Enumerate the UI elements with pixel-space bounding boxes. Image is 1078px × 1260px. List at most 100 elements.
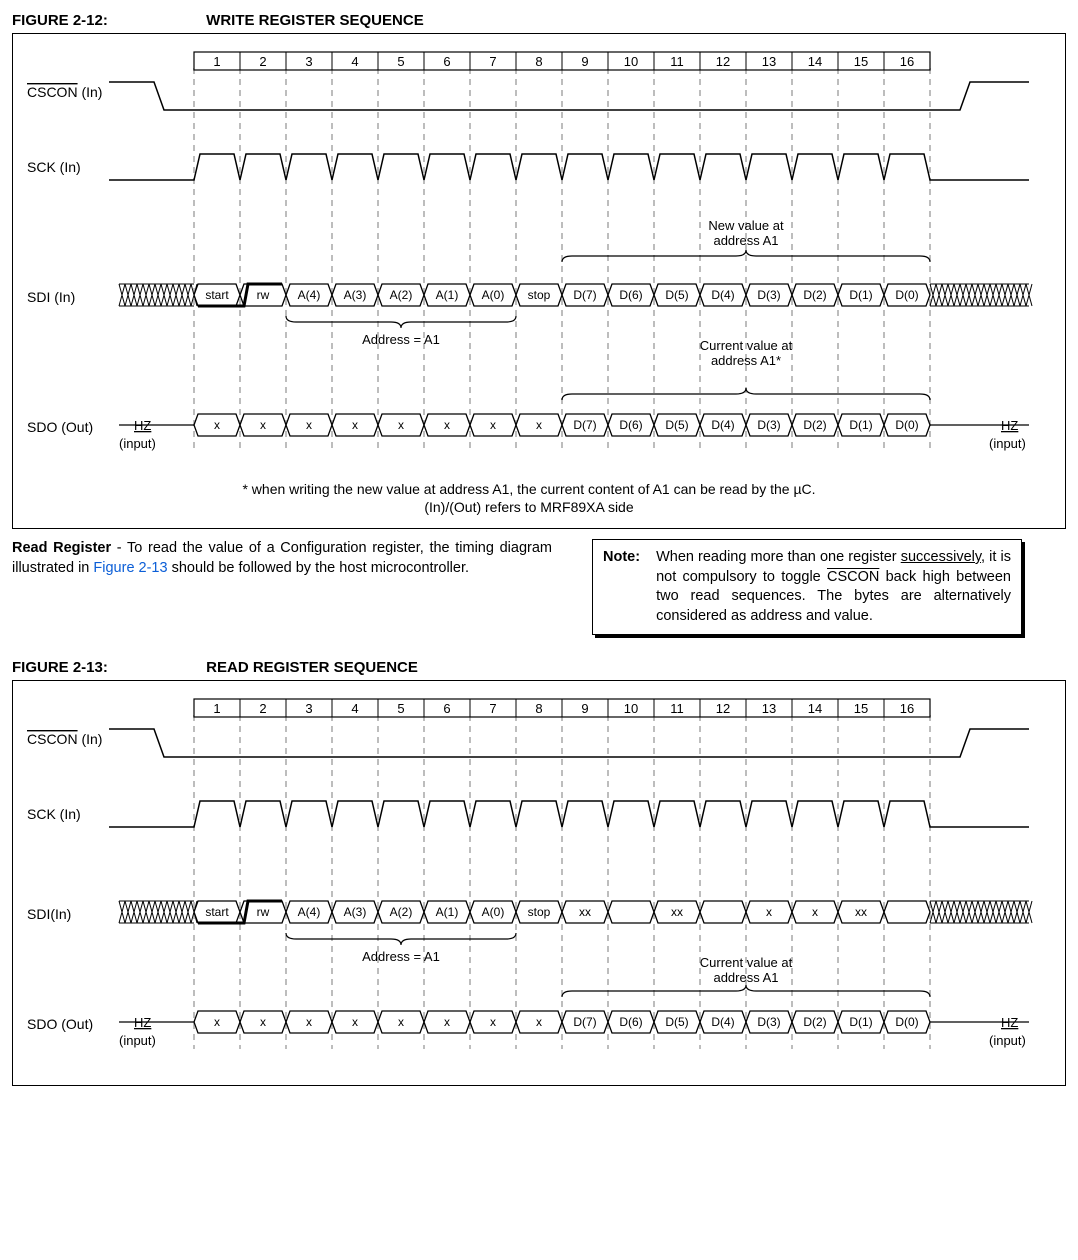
svg-text:D(7): D(7) [573, 1015, 596, 1029]
svg-text:A(2): A(2) [390, 288, 413, 302]
svg-text:9: 9 [581, 54, 588, 69]
svg-text:* when writing the new value a: * when writing the new value at address … [242, 481, 815, 497]
svg-text:D(1): D(1) [849, 288, 872, 302]
svg-text:D(0): D(0) [895, 288, 918, 302]
svg-text:D(6): D(6) [619, 418, 642, 432]
svg-text:4: 4 [351, 54, 358, 69]
svg-text:13: 13 [762, 701, 776, 716]
svg-text:A(3): A(3) [344, 905, 367, 919]
figure-2-12-title: FIGURE 2-12: WRITE REGISTER SEQUENCE [12, 12, 1066, 29]
svg-text:7: 7 [489, 701, 496, 716]
read-register-row: Read Register - To read the value of a C… [12, 539, 1066, 635]
svg-text:12: 12 [716, 54, 730, 69]
svg-text:D(1): D(1) [849, 1015, 872, 1029]
svg-text:address A1: address A1 [713, 970, 778, 985]
svg-text:SDI (In): SDI (In) [27, 289, 75, 305]
svg-text:15: 15 [854, 701, 868, 716]
svg-text:3: 3 [305, 701, 312, 716]
svg-text:2: 2 [259, 54, 266, 69]
svg-text:SDO (Out): SDO (Out) [27, 419, 93, 435]
svg-text:(input): (input) [119, 1033, 156, 1048]
svg-text:D(6): D(6) [619, 288, 642, 302]
svg-text:HZ: HZ [1001, 418, 1018, 433]
svg-text:A(1): A(1) [436, 905, 459, 919]
svg-text:address A1: address A1 [713, 233, 778, 248]
svg-text:5: 5 [397, 701, 404, 716]
svg-text:4: 4 [351, 701, 358, 716]
note-body: When reading more than one register succ… [656, 548, 1011, 626]
svg-text:D(7): D(7) [573, 418, 596, 432]
svg-text:start: start [205, 288, 229, 302]
svg-text:stop: stop [528, 288, 551, 302]
svg-text:D(2): D(2) [803, 418, 826, 432]
svg-text:x: x [490, 1015, 496, 1029]
svg-text:HZ: HZ [134, 418, 151, 433]
svg-text:x: x [306, 1015, 312, 1029]
read-register-paragraph: Read Register - To read the value of a C… [12, 539, 552, 578]
svg-text:11: 11 [670, 701, 684, 716]
note-label: Note: [603, 548, 640, 626]
svg-text:SCK (In): SCK (In) [27, 806, 81, 822]
svg-text:x: x [490, 418, 496, 432]
note-box: Note: When reading more than one registe… [592, 539, 1022, 635]
svg-text:HZ: HZ [134, 1015, 151, 1030]
svg-text:D(2): D(2) [803, 288, 826, 302]
svg-text:D(0): D(0) [895, 1015, 918, 1029]
svg-text:x: x [444, 418, 450, 432]
svg-text:A(4): A(4) [298, 905, 321, 919]
svg-text:SDI(In): SDI(In) [27, 906, 71, 922]
svg-text:(input): (input) [989, 436, 1026, 451]
svg-text:SDO (Out): SDO (Out) [27, 1016, 93, 1032]
svg-text:6: 6 [443, 54, 450, 69]
svg-text:16: 16 [900, 54, 914, 69]
svg-text:New value at: New value at [708, 218, 784, 233]
svg-text:11: 11 [670, 54, 684, 69]
svg-text:A(1): A(1) [436, 288, 459, 302]
figure-2-13-box: 12345678910111213141516CSCON (In)SCK (In… [12, 680, 1066, 1086]
svg-text:A(4): A(4) [298, 288, 321, 302]
note-text1: When reading more than one register [656, 549, 901, 565]
svg-text:address A1*: address A1* [711, 353, 781, 368]
svg-text:D(4): D(4) [711, 288, 734, 302]
svg-text:D(3): D(3) [757, 288, 780, 302]
svg-text:D(5): D(5) [665, 418, 688, 432]
svg-text:9: 9 [581, 701, 588, 716]
svg-text:CSCON (In): CSCON (In) [27, 731, 102, 747]
svg-text:D(1): D(1) [849, 418, 872, 432]
svg-text:x: x [352, 418, 358, 432]
figure-2-12-label: FIGURE 2-12: [12, 12, 202, 29]
svg-text:(input): (input) [989, 1033, 1026, 1048]
figure-2-13-link[interactable]: Figure 2-13 [93, 560, 167, 576]
svg-text:8: 8 [535, 701, 542, 716]
svg-text:10: 10 [624, 701, 638, 716]
svg-text:xx: xx [671, 905, 683, 919]
svg-text:16: 16 [900, 701, 914, 716]
svg-text:Address = A1: Address = A1 [362, 332, 440, 347]
svg-text:x: x [398, 1015, 404, 1029]
svg-text:x: x [306, 418, 312, 432]
svg-text:D(4): D(4) [711, 418, 734, 432]
svg-text:x: x [214, 1015, 220, 1029]
svg-text:D(0): D(0) [895, 418, 918, 432]
svg-text:1: 1 [213, 54, 220, 69]
svg-text:Address = A1: Address = A1 [362, 949, 440, 964]
figure-2-12-box: 12345678910111213141516CSCON (In)SCK (In… [12, 33, 1066, 529]
svg-text:A(0): A(0) [482, 288, 505, 302]
svg-text:D(5): D(5) [665, 1015, 688, 1029]
svg-text:14: 14 [808, 54, 822, 69]
figure-2-13-label: FIGURE 2-13: [12, 659, 202, 676]
svg-text:15: 15 [854, 54, 868, 69]
svg-text:Current value at: Current value at [700, 338, 793, 353]
svg-text:7: 7 [489, 54, 496, 69]
svg-text:CSCON (In): CSCON (In) [27, 84, 102, 100]
svg-text:x: x [352, 1015, 358, 1029]
svg-text:D(5): D(5) [665, 288, 688, 302]
figure-2-13-diagram: 12345678910111213141516CSCON (In)SCK (In… [19, 689, 1039, 1079]
figure-2-13-title: FIGURE 2-13: READ REGISTER SEQUENCE [12, 659, 1066, 676]
svg-text:D(3): D(3) [757, 418, 780, 432]
svg-text:5: 5 [397, 54, 404, 69]
figure-2-13-name: READ REGISTER SEQUENCE [206, 659, 418, 676]
svg-text:D(7): D(7) [573, 288, 596, 302]
note-overlined: CSCON [827, 569, 879, 585]
svg-text:A(2): A(2) [390, 905, 413, 919]
